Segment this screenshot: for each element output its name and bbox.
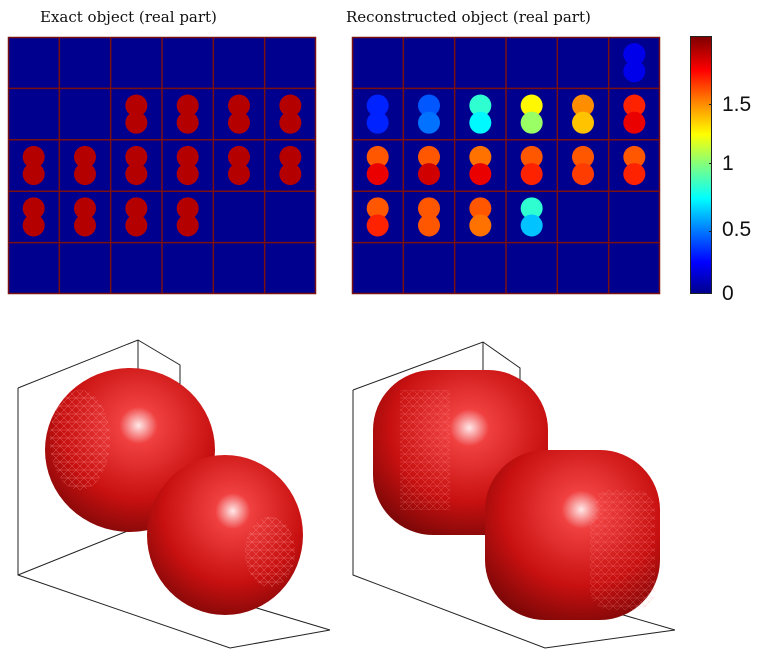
heatmap-blob [520,163,543,186]
heatmap-blob [623,94,646,117]
mesh-overlay [400,390,450,510]
heatmap-blob [22,145,45,168]
heatmap-blob [176,145,199,168]
heatmap-blob [125,111,148,134]
heatmap-blob [418,145,440,168]
heatmap-blob [366,111,389,134]
heatmap-blob [279,111,302,134]
heatmap-blob [366,197,389,220]
heatmap-blob [176,94,199,117]
heatmap-blob [520,214,543,237]
exact-object-heatmap [7,36,317,295]
heatmap-blob [572,163,594,186]
heatmap-blob [22,197,45,220]
heatmap-blob [176,111,199,134]
heatmap-blob [228,145,250,168]
heatmap-blob [366,214,389,237]
heatmap-blob [366,163,389,186]
heatmap-blob [418,214,440,237]
heatmap-blob [623,163,646,186]
colorbar-tick-label: 0.5 [722,218,752,241]
mesh-overlay [590,490,655,610]
mesh-overlay [50,390,110,490]
exact-3d-surface [17,339,331,649]
heatmap-blob [418,163,440,186]
heatmap-blob [74,197,96,220]
colorbar-tick-mark [709,231,712,232]
heatmap-blob [279,145,302,168]
heatmap-blob [125,163,148,186]
heatmap-blob [623,60,646,83]
reconstructed-3d-surface [352,341,676,649]
heatmap-blob [623,43,646,66]
heatmap-blob [74,145,96,168]
reconstructed-heatmap-svg [351,36,661,295]
heatmap-blob [125,214,148,237]
heatmap-blob [228,94,250,117]
exact-object-title: Exact object (real part) [40,8,217,26]
heatmap-blob [520,145,543,168]
heatmap-blob [74,214,96,237]
axis-box-edge [17,529,131,576]
colorbar [690,36,712,294]
heatmap-blob [469,111,492,134]
heatmap-blob [623,145,646,168]
mesh-overlay [245,517,295,587]
heatmap-blob [520,111,543,134]
heatmap-blob [279,163,302,186]
heatmap-blob [469,145,492,168]
heatmap-blob [418,94,440,117]
heatmap-blob [366,94,389,117]
heatmap-blob [176,163,199,186]
colorbar-tick-label: 0 [722,282,734,305]
heatmap-blob [572,94,594,117]
heatmap-blob [623,111,646,134]
heatmap-blob [572,145,594,168]
colorbar-tick-label: 1.5 [722,93,752,116]
heatmap-blob [125,94,148,117]
axis-box-edge [17,388,331,649]
colorbar-tick-mark [709,163,712,164]
colorbar-tick-mark [709,104,712,105]
heatmap-blob [469,94,492,117]
heatmap-blob [469,163,492,186]
heatmap-blob [520,197,543,220]
heatmap-blob [469,214,492,237]
heatmap-blob [176,197,199,220]
heatmap-blob [125,197,148,220]
heatmap-blob [22,163,45,186]
heatmap-blob [125,145,148,168]
heatmap-blob [418,111,440,134]
heatmap-blob [228,111,250,134]
heatmap-blob [279,94,302,117]
heatmap-blob [520,94,543,117]
colorbar-tick-label: 1 [722,152,734,175]
axis-box-edge [352,390,676,649]
heatmap-blob [22,214,45,237]
heatmap-blob [74,163,96,186]
heatmap-blob [228,163,250,186]
reconstructed-object-heatmap [351,36,661,295]
panel-border [7,36,317,295]
heatmap-blob [418,197,440,220]
panel-border [351,36,661,295]
heatmap-blob [469,197,492,220]
reconstructed-object-title: Reconstructed object (real part) [346,8,591,26]
heatmap-blob [366,145,389,168]
heatmap-blob [572,111,594,134]
exact-heatmap-svg [7,36,317,295]
heatmap-blob [176,214,199,237]
